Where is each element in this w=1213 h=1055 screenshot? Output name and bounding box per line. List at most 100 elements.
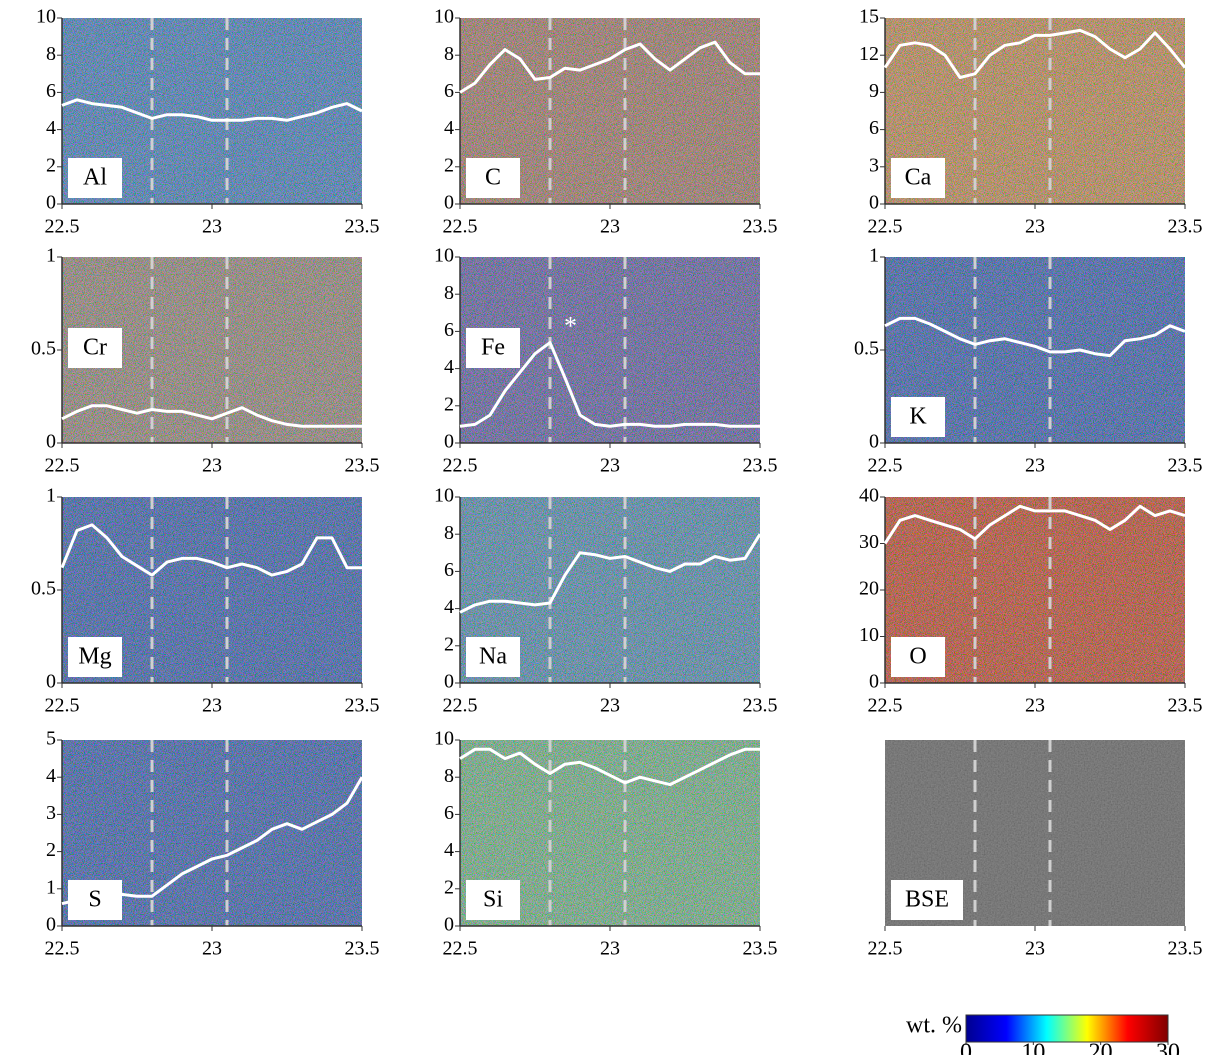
x-tick-label: 22.5 bbox=[443, 455, 478, 477]
label-box bbox=[891, 158, 945, 198]
x-tick-label: 23 bbox=[1025, 695, 1045, 717]
x-tick-label: 22.5 bbox=[45, 938, 80, 960]
y-tick-label: 20 bbox=[859, 578, 879, 600]
x-tick-label: 23 bbox=[202, 695, 222, 717]
x-tick-label: 23 bbox=[600, 216, 620, 238]
label-box bbox=[466, 158, 520, 198]
y-tick-label: 0 bbox=[46, 192, 56, 214]
panel-label: BSE bbox=[905, 887, 949, 913]
y-tick-label: 10 bbox=[434, 485, 454, 507]
x-tick-label: 23.5 bbox=[345, 938, 380, 960]
x-tick-label: 22.5 bbox=[868, 938, 903, 960]
y-tick-label: 6 bbox=[869, 117, 879, 139]
y-tick-label: 2 bbox=[444, 154, 454, 176]
y-tick-label: 8 bbox=[46, 43, 56, 65]
panel-label: Mg bbox=[78, 644, 111, 670]
y-tick-label: 1 bbox=[869, 245, 879, 267]
x-tick-label: 22.5 bbox=[868, 695, 903, 717]
x-tick-label: 23.5 bbox=[743, 216, 778, 238]
colorbar-title: wt. % bbox=[906, 1013, 962, 1039]
x-tick-label: 23.5 bbox=[743, 938, 778, 960]
colorbar-tick-label: 20 bbox=[1089, 1040, 1113, 1055]
profile-line bbox=[883, 28, 1187, 79]
y-tick-label: 30 bbox=[859, 531, 879, 553]
y-tick-label: 4 bbox=[444, 596, 454, 618]
y-tick-label: 12 bbox=[859, 43, 879, 65]
x-tick-label: 23.5 bbox=[345, 455, 380, 477]
y-tick-label: 0 bbox=[869, 192, 879, 214]
label-box bbox=[466, 637, 520, 677]
x-tick-label: 22.5 bbox=[443, 695, 478, 717]
y-tick-label: 10 bbox=[434, 728, 454, 750]
x-tick-label: 22.5 bbox=[45, 455, 80, 477]
y-tick-label: 0 bbox=[444, 671, 454, 693]
y-tick-label: 10 bbox=[859, 624, 879, 646]
profile-line bbox=[883, 504, 1186, 545]
y-tick-label: 2 bbox=[46, 154, 56, 176]
label-box bbox=[466, 328, 520, 368]
peak-annotation: * bbox=[564, 312, 577, 341]
y-tick-label: 4 bbox=[46, 765, 56, 787]
x-tick-label: 23 bbox=[600, 455, 620, 477]
label-box bbox=[891, 637, 945, 677]
y-tick-label: 8 bbox=[444, 765, 454, 787]
panel-label: O bbox=[909, 644, 926, 670]
x-tick-label: 22.5 bbox=[443, 216, 478, 238]
label-box bbox=[68, 328, 122, 368]
y-tick-label: 8 bbox=[444, 522, 454, 544]
x-tick-label: 22.5 bbox=[45, 695, 80, 717]
y-tick-label: 1 bbox=[46, 876, 56, 898]
x-tick-label: 23.5 bbox=[1168, 216, 1203, 238]
panel-label: C bbox=[485, 165, 501, 191]
profile-line bbox=[459, 341, 760, 428]
label-box bbox=[68, 637, 122, 677]
colorbar-tick-label: 10 bbox=[1021, 1040, 1045, 1055]
y-tick-label: 8 bbox=[444, 43, 454, 65]
label-box bbox=[891, 880, 963, 920]
profile-line bbox=[61, 98, 363, 122]
y-tick-label: 6 bbox=[444, 559, 454, 581]
y-tick-label: 9 bbox=[869, 80, 879, 102]
panel-label: Cr bbox=[83, 335, 107, 361]
y-tick-label: 1 bbox=[46, 485, 56, 507]
profile-line bbox=[61, 404, 362, 428]
panel-label: Na bbox=[479, 644, 507, 670]
x-tick-label: 23.5 bbox=[743, 695, 778, 717]
y-tick-label: 0.5 bbox=[31, 338, 56, 360]
profile-line bbox=[60, 523, 362, 577]
y-tick-label: 3 bbox=[869, 154, 879, 176]
y-tick-label: 2 bbox=[444, 393, 454, 415]
y-tick-label: 0.5 bbox=[31, 578, 56, 600]
panel-label: S bbox=[88, 887, 101, 913]
y-tick-label: 4 bbox=[444, 356, 454, 378]
label-box bbox=[68, 880, 122, 920]
y-tick-label: 0 bbox=[869, 671, 879, 693]
panel-label: K bbox=[909, 404, 927, 430]
y-tick-label: 40 bbox=[859, 485, 879, 507]
y-tick-label: 4 bbox=[46, 117, 56, 139]
y-tick-label: 5 bbox=[46, 728, 56, 750]
y-tick-label: 2 bbox=[444, 876, 454, 898]
y-tick-label: 0 bbox=[46, 914, 56, 936]
x-tick-label: 23 bbox=[202, 455, 222, 477]
x-tick-label: 22.5 bbox=[443, 938, 478, 960]
y-tick-label: 6 bbox=[444, 80, 454, 102]
x-tick-label: 22.5 bbox=[868, 216, 903, 238]
x-tick-label: 23 bbox=[600, 938, 620, 960]
y-tick-label: 0 bbox=[46, 671, 56, 693]
y-tick-label: 3 bbox=[46, 802, 56, 824]
y-tick-label: 4 bbox=[444, 117, 454, 139]
x-tick-label: 23 bbox=[1025, 455, 1045, 477]
x-tick-label: 23 bbox=[202, 216, 222, 238]
x-tick-label: 23.5 bbox=[345, 216, 380, 238]
colorbar-tick-label: 30 bbox=[1156, 1040, 1180, 1055]
panel-label: Fe bbox=[481, 335, 505, 361]
y-tick-label: 1 bbox=[46, 245, 56, 267]
profile-line bbox=[459, 533, 762, 614]
y-tick-label: 0 bbox=[46, 431, 56, 453]
y-tick-label: 10 bbox=[434, 6, 454, 28]
x-tick-label: 22.5 bbox=[45, 216, 80, 238]
panel-label: Si bbox=[483, 887, 503, 913]
colorbar bbox=[965, 1014, 1169, 1043]
